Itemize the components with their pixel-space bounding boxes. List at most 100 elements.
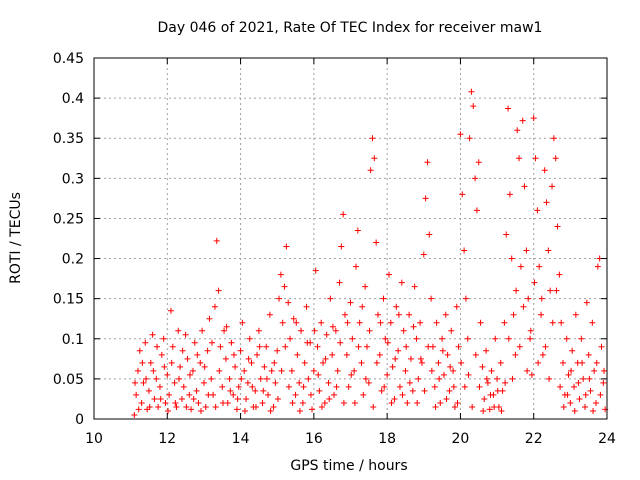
- data-point: [447, 363, 454, 370]
- data-point: [325, 379, 332, 386]
- data-point: [132, 379, 139, 386]
- data-point: [266, 311, 273, 318]
- data-point: [254, 351, 261, 358]
- data-point: [519, 117, 526, 124]
- chart-title: Day 046 of 2021, Rate Of TEC Index for r…: [158, 20, 543, 36]
- data-point: [428, 295, 435, 302]
- data-point: [461, 247, 468, 254]
- data-point: [285, 299, 292, 306]
- x-tick-label: 12: [158, 431, 176, 447]
- data-point: [373, 239, 380, 246]
- data-point: [241, 407, 248, 414]
- data-point: [488, 367, 495, 374]
- data-point: [320, 359, 327, 366]
- data-point: [312, 267, 319, 274]
- data-point: [303, 303, 310, 310]
- data-point: [392, 355, 399, 362]
- data-point: [598, 343, 605, 350]
- data-point: [156, 383, 163, 390]
- data-point: [358, 359, 365, 366]
- data-point: [331, 391, 338, 398]
- data-point: [158, 351, 165, 358]
- y-tick-label: 0.35: [53, 131, 84, 147]
- data-point: [316, 387, 323, 394]
- data-point: [327, 295, 334, 302]
- data-point: [177, 363, 184, 370]
- data-point: [560, 403, 567, 410]
- data-point: [352, 263, 359, 270]
- data-point: [233, 406, 240, 413]
- x-axis-label: GPS time / hours: [290, 458, 407, 474]
- data-point: [527, 327, 534, 334]
- data-point: [359, 303, 366, 310]
- data-point: [591, 367, 598, 374]
- data-point: [157, 395, 164, 402]
- data-point: [589, 319, 596, 326]
- data-point: [530, 115, 537, 122]
- data-point: [200, 379, 207, 386]
- data-point: [354, 227, 361, 234]
- data-point: [298, 327, 305, 334]
- data-point: [483, 347, 490, 354]
- data-point: [387, 319, 394, 326]
- data-point: [268, 367, 275, 374]
- data-point: [366, 327, 373, 334]
- data-point: [299, 399, 306, 406]
- y-tick-label: 0.3: [62, 171, 84, 187]
- data-point: [204, 347, 211, 354]
- data-point: [448, 327, 455, 334]
- data-point: [380, 295, 387, 302]
- data-point: [415, 375, 422, 382]
- data-point: [318, 403, 325, 410]
- data-point: [417, 355, 424, 362]
- x-tick-label: 16: [305, 431, 323, 447]
- data-point: [139, 359, 146, 366]
- data-point: [384, 371, 391, 378]
- data-point: [582, 403, 589, 410]
- data-point: [521, 183, 528, 190]
- axis-ticks: [93, 57, 608, 420]
- data-point: [160, 335, 167, 342]
- data-point: [180, 383, 187, 390]
- data-point: [494, 387, 501, 394]
- data-point: [424, 159, 431, 166]
- data-point: [553, 287, 560, 294]
- data-point: [206, 315, 213, 322]
- data-point: [378, 387, 385, 394]
- data-point: [176, 375, 183, 382]
- data-point: [261, 363, 268, 370]
- data-point: [406, 311, 413, 318]
- data-point: [440, 371, 447, 378]
- data-points: [131, 88, 609, 418]
- data-point: [267, 407, 274, 414]
- data-point: [289, 399, 296, 406]
- data-point: [342, 311, 349, 318]
- data-point: [230, 391, 237, 398]
- data-point: [578, 335, 585, 342]
- data-point: [208, 375, 215, 382]
- data-point: [439, 335, 446, 342]
- data-point: [509, 375, 516, 382]
- data-point: [215, 287, 222, 294]
- y-axis-label: ROTI / TECUs: [8, 192, 24, 284]
- data-point: [473, 207, 480, 214]
- data-point: [575, 379, 582, 386]
- data-point: [457, 131, 464, 138]
- data-point: [454, 399, 461, 406]
- data-point: [523, 247, 530, 254]
- data-point: [145, 387, 152, 394]
- data-point: [557, 383, 564, 390]
- data-point: [332, 327, 339, 334]
- data-point: [395, 347, 402, 354]
- data-point: [439, 347, 446, 354]
- data-point: [505, 335, 512, 342]
- data-point: [398, 279, 405, 286]
- x-tick-label: 24: [598, 431, 616, 447]
- data-point: [414, 399, 421, 406]
- data-point: [260, 387, 267, 394]
- data-point: [568, 367, 575, 374]
- data-point: [370, 403, 377, 410]
- data-point: [510, 311, 517, 318]
- data-point: [161, 363, 168, 370]
- data-point: [436, 375, 443, 382]
